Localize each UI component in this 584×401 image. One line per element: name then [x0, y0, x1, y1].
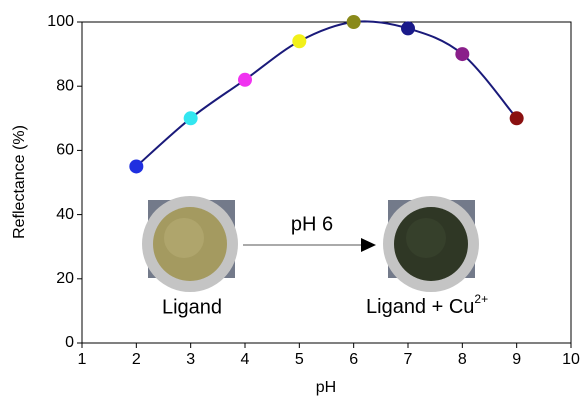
y-axis-label: Reflectance (%) [11, 125, 28, 239]
x-tick-label: 7 [404, 351, 413, 368]
inset: pH 6 Ligand Ligand + Cu2+ [142, 196, 488, 318]
x-tick-label: 8 [458, 351, 467, 368]
x-tick-label: 10 [562, 351, 580, 368]
plot-frame [82, 22, 571, 343]
point [510, 111, 524, 125]
chart: pH 6 Ligand Ligand + Cu2+ pH Reflectance… [0, 0, 584, 401]
photo-texture [164, 218, 204, 258]
x-tick-label: 6 [349, 351, 358, 368]
x-tick-label: 9 [512, 351, 521, 368]
point [129, 159, 143, 173]
point [401, 21, 415, 35]
point [238, 73, 252, 87]
arrow-label: pH 6 [291, 213, 333, 235]
photo-texture [406, 218, 446, 258]
photo-label: Ligand + Cu2+ [366, 292, 488, 318]
y-tick-label: 0 [65, 334, 74, 351]
point [184, 111, 198, 125]
x-tick-label: 2 [132, 351, 141, 368]
photo-label-main: Ligand + Cu [366, 296, 474, 318]
photo-label: Ligand [162, 296, 222, 318]
arrow-head [361, 238, 376, 252]
x-tick-label: 1 [78, 351, 87, 368]
photo-label-sup: 2+ [474, 292, 488, 306]
x-axis-label: pH [316, 379, 336, 396]
point [347, 15, 361, 29]
x-tick-label: 5 [295, 351, 304, 368]
point [292, 34, 306, 48]
point [455, 47, 469, 61]
y-tick-label: 20 [56, 270, 74, 287]
y-tick-label: 40 [56, 206, 74, 223]
x-tick-label: 3 [186, 351, 195, 368]
fit-line [136, 21, 516, 166]
y-tick-label: 80 [56, 77, 74, 94]
y-tick-label: 60 [56, 142, 74, 159]
y-tick-label: 100 [47, 13, 74, 30]
x-tick-label: 4 [241, 351, 250, 368]
